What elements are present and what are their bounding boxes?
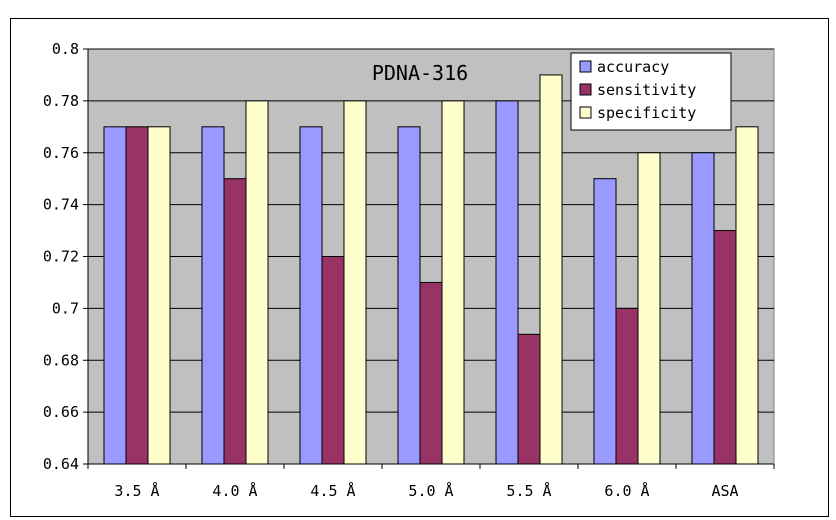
legend-label-sensitivity: sensitivity [597,81,696,99]
bar-accuracy [201,126,225,465]
bar-sensitivity [223,178,247,465]
y-tick-label: 0.68 [43,351,79,369]
bar-specificity [735,126,759,465]
bar-specificity [147,126,171,465]
bar-sensitivity [517,333,541,465]
legend-swatch-sensitivity [579,83,592,96]
bar-sensitivity [419,281,443,465]
chart-title: PDNA-316 [372,61,468,85]
axes [83,48,775,469]
legend-swatch-specificity [579,106,592,119]
x-tick-label: ASA [711,482,738,500]
x-tick-label: 5.5 Å [506,481,551,500]
bar-accuracy [691,152,715,465]
legend-label-accuracy: accuracy [597,58,669,76]
x-tick-label: 4.0 Å [212,481,257,500]
bar-specificity [343,100,367,465]
bar-sensitivity [321,256,345,465]
x-tick-label: 6.0 Å [604,481,649,500]
bar-specificity [637,152,661,465]
y-tick-label: 0.78 [43,92,79,110]
bar-accuracy [103,126,127,465]
bar-sensitivity [615,307,639,465]
legend-label-specificity: specificity [597,104,696,122]
y-tick-label: 0.72 [43,248,79,266]
y-tick-labels: 0.64 0.66 0.68 0.7 0.72 0.74 0.76 0.78 0.8 [43,40,79,473]
bars-group [103,74,759,465]
bar-sensitivity [713,230,737,465]
bar-specificity [245,100,269,465]
legend-swatch-accuracy [579,60,592,73]
y-tick-label: 0.8 [52,40,79,58]
bar-accuracy [299,126,323,465]
bar-accuracy [397,126,421,465]
y-tick-label: 0.74 [43,196,79,214]
bar-sensitivity [125,126,149,465]
x-tick-label: 3.5 Å [114,481,159,500]
x-tick-label: 5.0 Å [408,481,453,500]
legend: accuracy sensitivity specificity [570,52,732,131]
y-tick-label: 0.64 [43,455,79,473]
x-tick-label: 4.5 Å [310,481,355,500]
bar-specificity [441,100,465,465]
legend-box [570,52,732,131]
bar-accuracy [495,100,519,465]
y-tick-label: 0.7 [52,299,79,317]
y-tick-label: 0.76 [43,144,79,162]
y-tick-label: 0.66 [43,403,79,421]
bar-specificity [539,74,563,465]
x-tick-labels: 3.5 Å 4.0 Å 4.5 Å 5.0 Å 5.5 Å 6.0 Å ASA [114,481,738,500]
bar-accuracy [593,178,617,465]
